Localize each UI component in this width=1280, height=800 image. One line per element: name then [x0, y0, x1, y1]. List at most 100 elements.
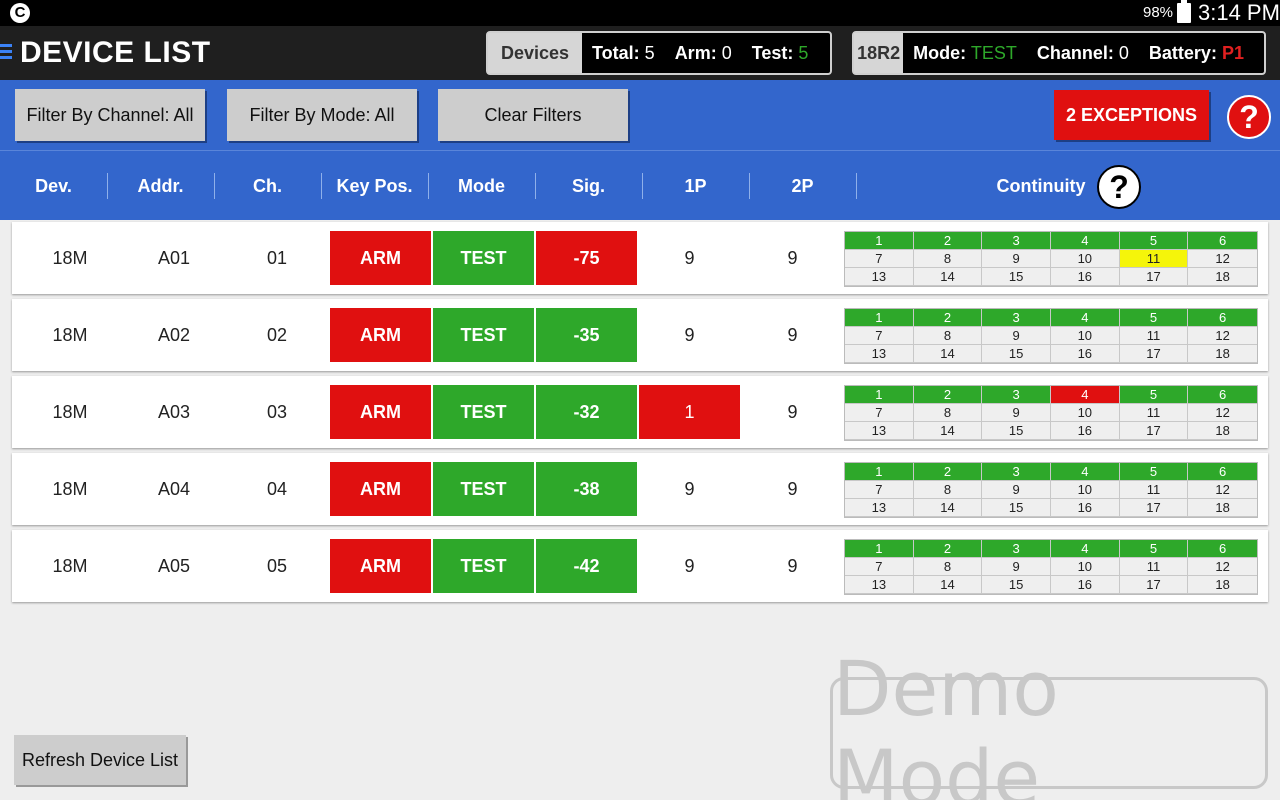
column-sig: Sig. [571, 175, 605, 196]
table-row[interactable]: 18M A02 02 ARM TEST -35 9 9 1 2 3 4 5 6 7 8 9 10 1… [12, 299, 1268, 371]
continuity-cell: 10 [1050, 327, 1120, 345]
continuity-cell: 18 [1188, 422, 1257, 440]
table-row[interactable]: 18M A04 04 ARM TEST -38 9 9 1 2 3 4 5 6 7 8 9 10 1… [12, 453, 1268, 525]
continuity-cell: 6 [1188, 463, 1257, 481]
cell-ch: 03 [266, 401, 288, 422]
continuity-cell: 15 [982, 422, 1051, 440]
continuity-cell: 5 [1119, 386, 1189, 404]
filter-channel-button[interactable]: Filter By Channel: All [15, 89, 205, 141]
cell-mode: TEST [433, 462, 534, 516]
help-icon[interactable]: ? [1227, 95, 1271, 139]
cell-mode: TEST [433, 385, 534, 439]
continuity-cell: 17 [1119, 345, 1189, 363]
status-bar: C 98% 3:14 PM [0, 0, 1280, 26]
column-mode: Mode [458, 175, 505, 196]
continuity-cell: 18 [1188, 345, 1257, 363]
cell-addr: A05 [157, 555, 191, 576]
cell-sig: -35 [536, 308, 637, 362]
continuity-cell: 1 [845, 386, 914, 404]
continuity-cell: 9 [982, 327, 1051, 345]
battery-icon [1177, 0, 1191, 23]
continuity-cell: 2 [913, 540, 983, 558]
filter-mode-button[interactable]: Filter By Mode: All [227, 89, 417, 141]
continuity-cell: 18 [1188, 499, 1257, 517]
continuity-cell: 3 [982, 463, 1051, 481]
column-ch: Ch. [253, 175, 282, 196]
continuity-cell: 15 [982, 576, 1051, 594]
exceptions-button[interactable]: 2 EXCEPTIONS [1054, 90, 1209, 140]
cell-keypos: ARM [330, 385, 431, 439]
continuity-cell: 9 [982, 558, 1051, 576]
table-row[interactable]: 18M A05 05 ARM TEST -42 9 9 1 2 3 4 5 6 7 8 9 10 1… [12, 530, 1268, 602]
continuity-cell: 5 [1119, 463, 1189, 481]
continuity-cell: 13 [845, 422, 914, 440]
cell-ch: 04 [266, 478, 288, 499]
refresh-device-list-button[interactable]: Refresh Device List [14, 735, 186, 785]
clear-filters-button[interactable]: Clear Filters [438, 89, 628, 141]
continuity-cell: 4 [1050, 309, 1120, 327]
cell-keypos: ARM [330, 462, 431, 516]
continuity-cell: 13 [845, 576, 914, 594]
continuity-cell: 12 [1188, 404, 1257, 422]
continuity-cell: 16 [1050, 345, 1120, 363]
continuity-cell: 3 [982, 386, 1051, 404]
continuity-cell: 13 [845, 268, 914, 286]
cell-dev: 18M [52, 555, 88, 576]
cell-1p: 1 [639, 385, 740, 439]
continuity-cell: 4 [1050, 386, 1120, 404]
cell-ch: 02 [266, 324, 288, 345]
continuity-grid: 1 2 3 4 5 6 7 8 9 10 11 12 13 14 15 16 17 18 [844, 231, 1258, 287]
continuity-cell: 11 [1119, 481, 1189, 499]
continuity-cell: 6 [1188, 540, 1257, 558]
continuity-cell: 11 [1119, 250, 1189, 268]
cell-sig: -42 [536, 539, 637, 593]
total-stat: Total: 5 [592, 42, 655, 63]
continuity-cell: 12 [1188, 558, 1257, 576]
continuity-cell: 11 [1119, 404, 1189, 422]
cell-sig: -75 [536, 231, 637, 285]
continuity-cell: 7 [845, 250, 914, 268]
continuity-cell: 11 [1119, 558, 1189, 576]
menu-icon[interactable] [0, 44, 12, 60]
cell-2p: 9 [787, 478, 798, 499]
continuity-cell: 7 [845, 481, 914, 499]
continuity-cell: 3 [982, 232, 1051, 250]
continuity-cell: 9 [982, 250, 1051, 268]
continuity-cell: 16 [1050, 576, 1120, 594]
continuity-cell: 12 [1188, 250, 1257, 268]
table-row[interactable]: 18M A01 01 ARM TEST -75 9 9 1 2 3 4 5 6 7 8 9 10 1… [12, 222, 1268, 294]
continuity-cell: 8 [913, 327, 983, 345]
demo-mode-watermark: Demo Mode [830, 644, 1268, 800]
continuity-cell: 8 [913, 250, 983, 268]
app-logo-icon: C [10, 3, 30, 23]
table-row[interactable]: 18M A03 03 ARM TEST -32 1 9 1 2 3 4 5 6 7 8 9 10 1… [12, 376, 1268, 448]
continuity-cell: 9 [982, 481, 1051, 499]
cell-keypos: ARM [330, 231, 431, 285]
column-1p: 1P [684, 175, 707, 196]
continuity-cell: 18 [1188, 576, 1257, 594]
continuity-cell: 13 [845, 345, 914, 363]
continuity-cell: 7 [845, 558, 914, 576]
continuity-help-icon[interactable]: ? [1097, 165, 1141, 209]
channel-stat: Channel: 0 [1036, 42, 1129, 63]
continuity-cell: 10 [1050, 481, 1120, 499]
cell-dev: 18M [52, 401, 88, 422]
cell-addr: A03 [157, 401, 191, 422]
cell-2p: 9 [787, 247, 798, 268]
cell-addr: A01 [157, 247, 191, 268]
column-addr: Addr. [137, 175, 184, 196]
cell-sig: -32 [536, 385, 637, 439]
cell-mode: TEST [433, 231, 534, 285]
filter-bar: Filter By Channel: All Filter By Mode: A… [0, 80, 1280, 150]
mode-stat: Mode: TEST [913, 42, 1017, 63]
continuity-cell: 9 [982, 404, 1051, 422]
continuity-cell: 17 [1119, 499, 1189, 517]
cell-2p: 9 [787, 401, 798, 422]
cell-1p: 9 [684, 555, 695, 576]
continuity-cell: 17 [1119, 576, 1189, 594]
continuity-cell: 10 [1050, 250, 1120, 268]
continuity-cell: 15 [982, 268, 1051, 286]
continuity-cell: 10 [1050, 404, 1120, 422]
continuity-cell: 16 [1050, 499, 1120, 517]
continuity-cell: 3 [982, 309, 1051, 327]
